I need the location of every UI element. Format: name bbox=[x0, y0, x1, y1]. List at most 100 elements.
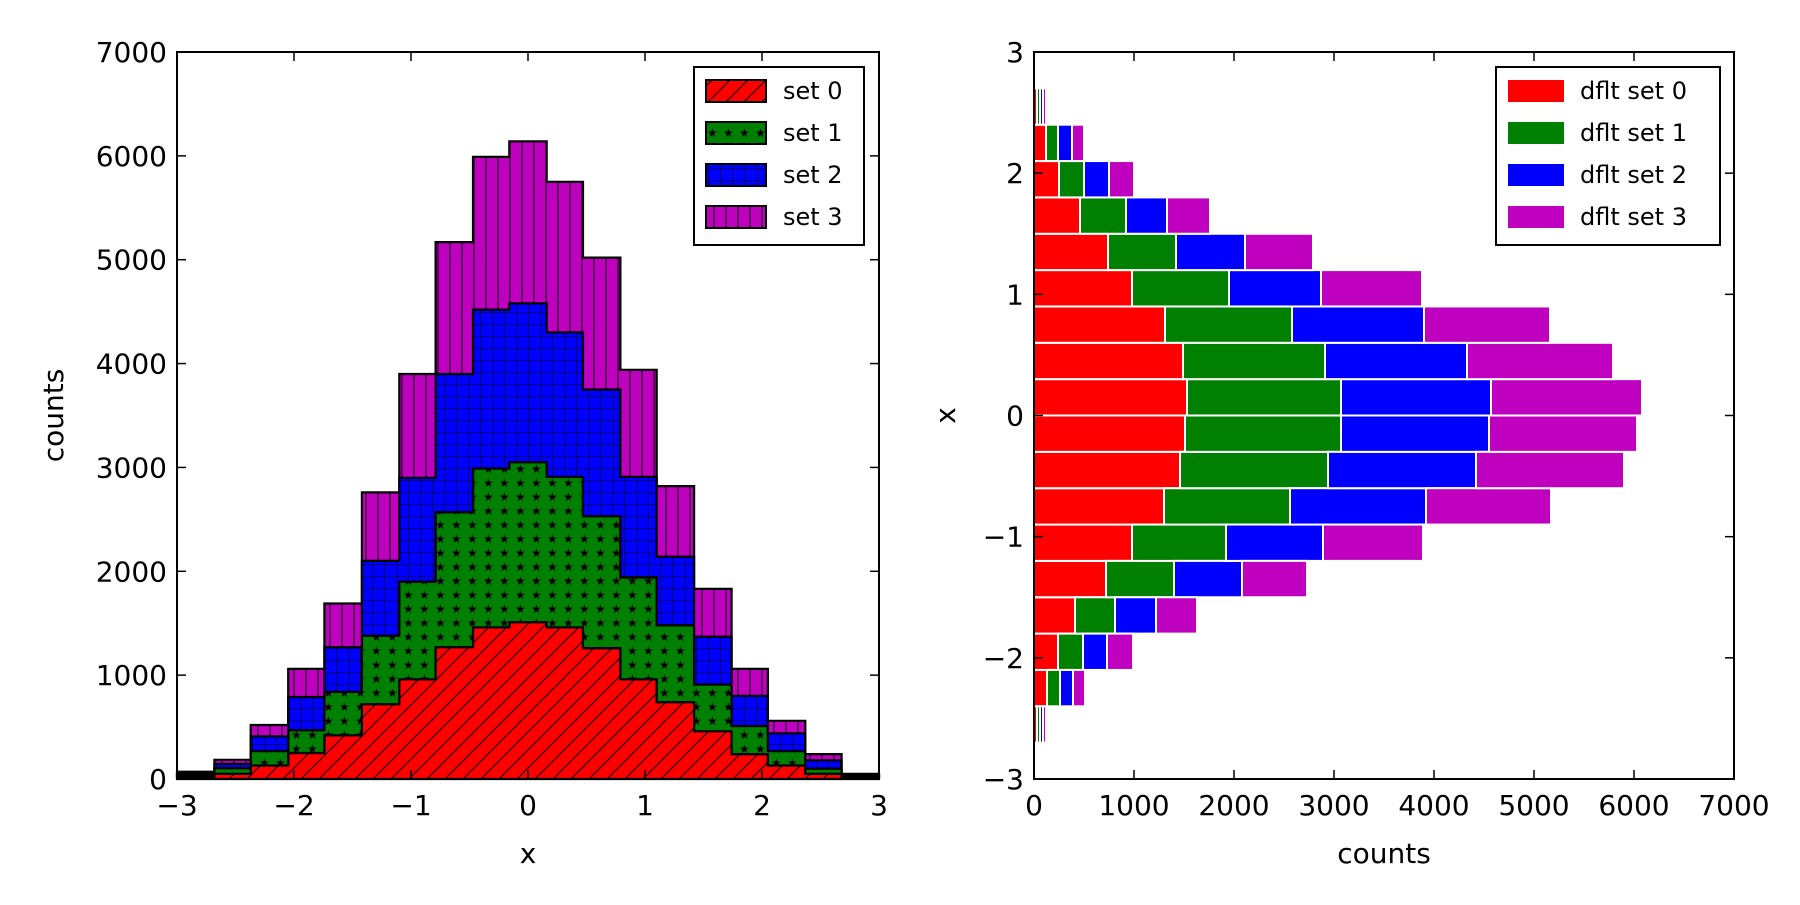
bar bbox=[1105, 559, 1175, 599]
bar bbox=[1033, 487, 1165, 526]
bar bbox=[1155, 596, 1198, 635]
bar bbox=[1074, 596, 1116, 635]
bar bbox=[1179, 450, 1329, 490]
bar bbox=[1423, 305, 1551, 344]
bar bbox=[1114, 596, 1157, 635]
bar bbox=[1034, 741, 1037, 781]
bar bbox=[1045, 123, 1059, 163]
bar bbox=[1079, 196, 1127, 235]
bar bbox=[1166, 196, 1211, 235]
legend-swatch-hatch bbox=[705, 205, 767, 229]
right-histogram-horizontal: 0 1000 2000 3000 4000 5000 6000 7000 −3 −2 −1 0 1 2 3 c… bbox=[929, 36, 1770, 870]
bar bbox=[1184, 414, 1342, 453]
legend-swatch-hatch bbox=[705, 79, 767, 103]
legend: set 0 set 1 set 2 set 3 bbox=[693, 66, 865, 246]
series-dflt-set-3 bbox=[1034, 51, 1643, 781]
bar bbox=[1083, 160, 1110, 199]
legend-swatch bbox=[1508, 164, 1564, 186]
y-tick-label: 4000 bbox=[96, 348, 167, 381]
x-tick-label: 1 bbox=[636, 789, 654, 822]
bar bbox=[1291, 305, 1425, 344]
bar bbox=[1058, 160, 1085, 199]
y-tick-label: 0 bbox=[1006, 400, 1024, 433]
legend-swatch bbox=[1508, 206, 1564, 228]
bar bbox=[1033, 232, 1109, 272]
legend-label: set 2 bbox=[783, 161, 843, 189]
legend-swatch bbox=[1508, 122, 1564, 144]
bar bbox=[1034, 51, 1037, 90]
x-tick-label: 5000 bbox=[1498, 789, 1569, 822]
bar bbox=[1228, 269, 1322, 308]
bar bbox=[1475, 450, 1625, 490]
bar bbox=[1490, 378, 1643, 417]
legend-label: dflt set 0 bbox=[1580, 77, 1687, 105]
x-tick-label: −3 bbox=[156, 789, 197, 822]
y-tick-label: 2 bbox=[1006, 157, 1024, 190]
legend-label: set 0 bbox=[783, 77, 843, 105]
y-axis-label: x bbox=[929, 407, 962, 424]
y-tick-label: −1 bbox=[983, 521, 1024, 554]
y-tick-label: 1 bbox=[1006, 278, 1024, 311]
y-tick-label: −3 bbox=[983, 763, 1024, 796]
bar bbox=[1488, 414, 1638, 453]
bar bbox=[1082, 632, 1108, 671]
bar bbox=[1033, 269, 1133, 308]
bar bbox=[1033, 196, 1081, 235]
x-axis-label: counts bbox=[1337, 837, 1431, 870]
bar bbox=[1466, 341, 1614, 381]
bar bbox=[1071, 123, 1085, 163]
bar bbox=[1033, 123, 1047, 163]
bar bbox=[1107, 232, 1177, 272]
legend-swatch bbox=[1508, 80, 1564, 102]
bar bbox=[1131, 523, 1227, 562]
bar bbox=[1324, 341, 1468, 381]
bar bbox=[1425, 487, 1552, 526]
left-histogram-stacked: −3 −2 −1 0 1 2 3 0 1000 2000 3000 4000 5000 6000 7000 x… bbox=[37, 36, 888, 870]
bar bbox=[1225, 523, 1324, 562]
bar bbox=[1322, 523, 1424, 562]
bar bbox=[1289, 487, 1427, 526]
bar bbox=[1033, 668, 1048, 708]
bar bbox=[1033, 596, 1076, 635]
y-tick-label: 1000 bbox=[96, 659, 167, 692]
bar bbox=[1033, 414, 1186, 453]
legend-label: set 3 bbox=[783, 203, 843, 231]
legend-label: dflt set 1 bbox=[1580, 119, 1687, 147]
x-tick-label: 0 bbox=[1025, 789, 1043, 822]
bar bbox=[1033, 160, 1060, 199]
x-tick-label: −2 bbox=[273, 789, 314, 822]
bar bbox=[1057, 632, 1084, 671]
bar bbox=[1046, 668, 1061, 708]
legend-swatch-hatch bbox=[705, 121, 767, 145]
x-tick-label: 2000 bbox=[1198, 789, 1269, 822]
bar bbox=[1033, 559, 1107, 599]
legend-swatch-hatch bbox=[705, 163, 767, 187]
bar bbox=[1164, 305, 1293, 344]
bar bbox=[1072, 668, 1086, 708]
bar bbox=[1033, 305, 1166, 344]
x-axis-label: x bbox=[520, 837, 537, 870]
bar bbox=[1340, 414, 1490, 453]
bar bbox=[1059, 668, 1074, 708]
bar bbox=[1241, 559, 1308, 599]
bar bbox=[1106, 632, 1134, 671]
x-tick-label: 7000 bbox=[1698, 789, 1769, 822]
bar bbox=[1186, 378, 1342, 417]
legend-label: set 1 bbox=[783, 119, 843, 147]
y-axis-label: counts bbox=[37, 369, 70, 463]
bar bbox=[1340, 378, 1492, 417]
bar bbox=[1033, 523, 1133, 562]
y-tick-label: 3000 bbox=[96, 451, 167, 484]
y-tick-label: 6000 bbox=[96, 140, 167, 173]
bar bbox=[1173, 559, 1243, 599]
bar bbox=[1033, 341, 1184, 381]
bar bbox=[1175, 232, 1246, 272]
bar bbox=[1244, 232, 1314, 272]
x-tick-label: 3 bbox=[870, 789, 888, 822]
y-tick-label: −2 bbox=[983, 642, 1024, 675]
y-tick-label: 3 bbox=[1006, 36, 1024, 69]
bar bbox=[1033, 378, 1188, 417]
bar bbox=[1033, 632, 1059, 671]
